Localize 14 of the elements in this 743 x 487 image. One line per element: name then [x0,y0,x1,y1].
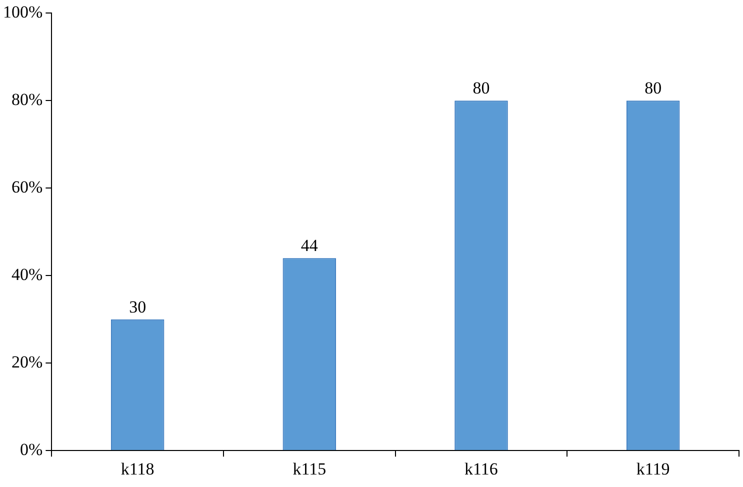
x-tick-label: k119 [636,459,670,478]
y-tick-label: 40% [11,265,43,284]
data-label: 80 [644,78,662,98]
y-tick-label: 60% [11,178,43,197]
y-tick-label: 20% [11,352,43,372]
data-label: 30 [129,297,146,316]
y-tick-label: 0% [20,440,43,460]
x-tick-label: k118 [120,459,154,478]
y-tick-label: 100% [2,2,43,22]
x-tick-label: k115 [292,459,326,478]
data-label: 80 [472,78,490,98]
x-tick-label: k116 [464,459,498,478]
data-label: 44 [300,236,318,256]
y-tick-label: 80% [11,90,43,110]
